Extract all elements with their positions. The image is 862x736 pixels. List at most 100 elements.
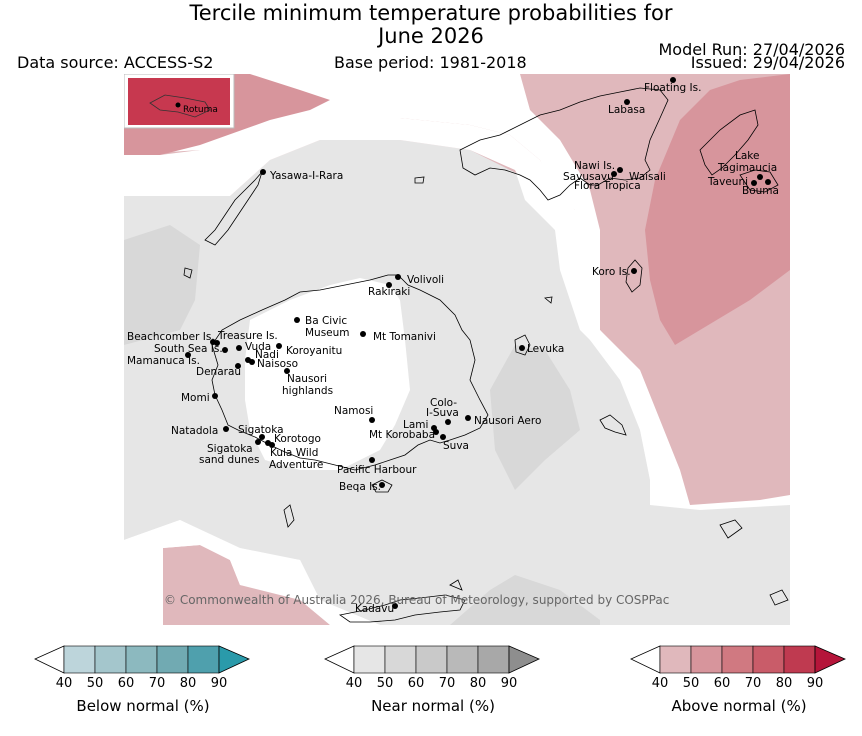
marker-vuda <box>236 345 242 351</box>
below-swatch-2 <box>94 645 127 674</box>
near-extend-low <box>324 645 355 674</box>
below-extend-low <box>34 645 65 674</box>
label-sigatoka: Sigatoka <box>238 424 284 436</box>
above-swatch-4 <box>752 645 785 674</box>
label-mt-tomanivi: Mt Tomanivi <box>373 331 436 343</box>
label-volivoli: Volivoli <box>407 274 444 286</box>
marker-lake-tagimaucia <box>757 174 763 180</box>
label-highlands: highlands <box>282 385 333 397</box>
label-colo: Colo- <box>430 397 457 409</box>
label-rakiraki: Rakiraki <box>368 286 410 298</box>
marker-taveuni <box>751 180 757 186</box>
label-kula-wild: Kula Wild <box>270 447 318 459</box>
label-beachcomber: Beachcomber Is. <box>127 331 215 343</box>
label-namosi: Namosi <box>334 405 373 417</box>
marker-pacific-harbour <box>369 457 375 463</box>
above-swatch-2 <box>690 645 723 674</box>
marker-natadola <box>223 426 229 432</box>
near-normal-50-60-south <box>450 575 600 625</box>
above-swatch-5 <box>783 645 816 674</box>
label-nausori: Nausori <box>287 373 327 385</box>
label-korotogo: Korotogo <box>274 433 321 445</box>
title-line-1: Tercile minimum temperature probabilitie… <box>189 1 673 25</box>
colorbar-near-normal <box>324 645 542 679</box>
label-flora-tropica: Flora Tropica <box>574 180 641 192</box>
label-levuka: Levuka <box>527 343 564 355</box>
above-swatch-1 <box>659 645 692 674</box>
below-tick-60: 60 <box>117 676 135 691</box>
below-tick-90: 90 <box>210 676 228 691</box>
marker-levuka <box>519 345 525 351</box>
label-kadavu: Kadavu <box>355 603 394 615</box>
label-mt-korobaba: Mt Korobaba <box>369 429 435 441</box>
above-normal-label: Above normal (%) <box>671 697 807 715</box>
marker-koro <box>631 268 637 274</box>
label-momi: Momi <box>181 392 210 404</box>
interior-white-region <box>245 278 410 470</box>
marker-labasa <box>624 99 630 105</box>
above-tick-50: 50 <box>682 676 700 691</box>
near-normal-50-60-west <box>124 225 200 345</box>
label-sand-dunes: sand dunes <box>199 454 259 466</box>
label-museum: Museum <box>305 327 350 339</box>
label-sigatoka-2: Sigatoka <box>207 443 253 455</box>
model-run-label: Model Run: 27/04/2026 <box>658 40 846 59</box>
rotuma-inset: Rotuma <box>124 74 235 129</box>
near-tick-90: 90 <box>500 676 518 691</box>
below-extend-high <box>218 645 250 674</box>
label-nausori-aero: Nausori Aero <box>474 415 541 427</box>
marker-ba-civic <box>294 317 300 323</box>
small-island-5 <box>183 267 193 279</box>
above-tick-40: 40 <box>651 676 669 691</box>
above-tick-90: 90 <box>806 676 824 691</box>
label-tagimaucia: Tagimaucia <box>717 162 777 174</box>
label-nawi-is: Nawi Is. <box>574 160 615 172</box>
label-treasure: Treasure Is. <box>217 330 278 342</box>
koro-coast <box>625 259 643 293</box>
label-koroyanitu: Koroyanitu <box>286 345 342 357</box>
data-source-label: Data source: ACCESS-S2 <box>17 53 214 72</box>
label-denarau: Denarau <box>196 366 241 378</box>
marker-kula <box>269 442 275 448</box>
small-island-4 <box>414 176 425 184</box>
near-tick-70: 70 <box>438 676 456 691</box>
label-vuda: Vuda <box>245 341 271 353</box>
coastlines <box>183 87 789 623</box>
small-island-8 <box>449 579 463 591</box>
label-adventure: Adventure <box>269 459 323 471</box>
near-normal-40-50-region <box>124 140 790 625</box>
near-tick-50: 50 <box>376 676 394 691</box>
label-suva: Suva <box>443 440 469 452</box>
small-island-7 <box>599 414 627 436</box>
small-island-3 <box>769 589 789 606</box>
label-beqa: Beqa Is. <box>339 481 381 493</box>
label-ba-civic: Ba Civic <box>305 315 347 327</box>
map-title: Tercile minimum temperature probabilitie… <box>0 2 862 48</box>
marker-rakiraki <box>386 282 392 288</box>
rotuma-marker <box>175 102 181 108</box>
marker-colo-i-suva <box>445 419 451 425</box>
marker-sigatoka <box>259 434 265 440</box>
near-tick-60: 60 <box>407 676 425 691</box>
marker-floating-is <box>670 77 676 83</box>
near-swatch-3 <box>415 645 448 674</box>
marker-koroyanitu <box>276 343 282 349</box>
label-bouma: Bouma <box>742 185 779 197</box>
label-taveuni: Taveuni <box>707 176 748 188</box>
label-i-suva: I-Suva <box>426 407 459 419</box>
label-south-sea: South Sea Is. <box>154 343 223 355</box>
label-lake: Lake <box>735 150 759 162</box>
label-labasa: Labasa <box>608 104 645 116</box>
label-lami: Lami <box>403 419 428 431</box>
near-tick-80: 80 <box>469 676 487 691</box>
above-tick-70: 70 <box>744 676 762 691</box>
marker-suva <box>440 434 446 440</box>
marker-kadavu <box>392 603 398 609</box>
marker-savusavu <box>611 171 617 177</box>
label-naisoso: Naisoso <box>257 358 298 370</box>
marker-volivoli <box>395 274 401 280</box>
below-swatch-1 <box>63 645 96 674</box>
marker-yasawa <box>260 169 266 175</box>
rotuma-coast <box>149 94 211 118</box>
